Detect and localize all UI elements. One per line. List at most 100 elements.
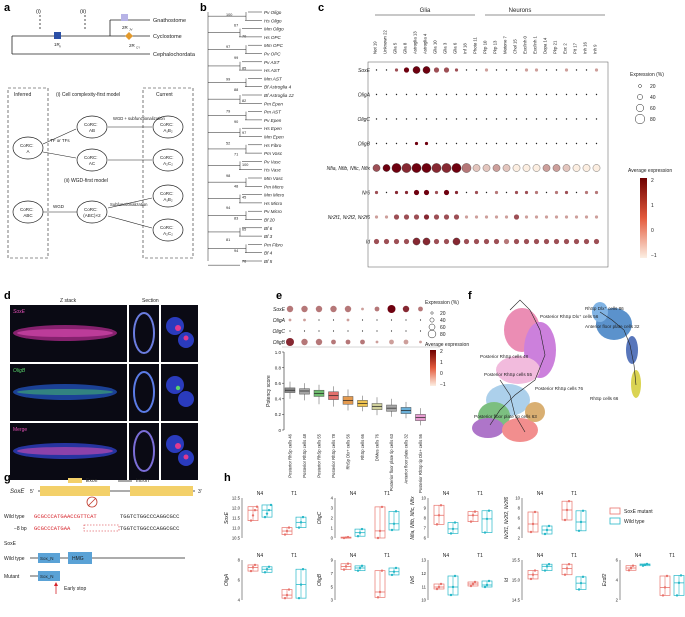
dotplot-dot bbox=[475, 93, 478, 96]
dotplot-dot bbox=[385, 191, 388, 194]
seq-wt-black: TGGTCTGGCCCAGGCGCC bbox=[120, 513, 180, 520]
e-dot bbox=[361, 330, 364, 332]
h-point bbox=[253, 508, 257, 512]
h-point bbox=[439, 582, 443, 586]
h-point bbox=[251, 514, 255, 517]
e-dot bbox=[315, 338, 323, 346]
corc-states: A AB AC A₁B₂ A₂C₂ ABC (ABC)×2 A₁B₂ A₂C₂ bbox=[23, 128, 173, 236]
legend-intron: Intron bbox=[136, 478, 149, 484]
h-point bbox=[435, 587, 439, 591]
h-stage-n4: N4 bbox=[257, 553, 264, 559]
dotplot-column-label: Astroglia 13 bbox=[413, 31, 418, 54]
h-gene-label: Id bbox=[504, 578, 510, 582]
svg-text:ABC: ABC bbox=[23, 213, 33, 218]
h-y-tick: 12 bbox=[421, 571, 426, 576]
dotplot-row-label: Nfia, Nfib, Nfic, Nfix bbox=[327, 166, 371, 172]
h-point bbox=[545, 565, 549, 568]
dotplot-dot bbox=[495, 118, 498, 120]
dotplot-dot bbox=[394, 190, 399, 195]
node-1r-marker bbox=[54, 32, 61, 39]
e-category-label: RhSp cells 66 bbox=[360, 433, 365, 460]
h-point bbox=[533, 569, 537, 572]
h-stage-t1: T1 bbox=[384, 553, 390, 559]
dotplot-dot bbox=[485, 118, 488, 120]
h-y-tick: 10 bbox=[421, 598, 426, 603]
dotplot-dot bbox=[441, 163, 452, 173]
h-point bbox=[285, 529, 289, 533]
h-gene-label: OligC bbox=[317, 511, 323, 524]
svg-text:CoRC:: CoRC: bbox=[84, 155, 98, 160]
dotplot-dot bbox=[502, 164, 511, 172]
bootstrap-value: 99 bbox=[234, 56, 238, 60]
tree-leaf: Pm Epen bbox=[264, 101, 283, 106]
dotplot-dot bbox=[431, 163, 442, 173]
h-box bbox=[659, 575, 671, 596]
bootstrap-value: 97 bbox=[226, 45, 230, 49]
tree-leaf: Pm Micro bbox=[264, 184, 284, 189]
dotplot-dot bbox=[584, 190, 589, 195]
tree-leaf: Bf Astroglia 12 bbox=[264, 93, 294, 98]
e-dot bbox=[375, 340, 379, 344]
h-point bbox=[563, 573, 567, 576]
e-dot bbox=[402, 305, 410, 313]
h-stage-t1: T1 bbox=[291, 553, 297, 559]
h-point bbox=[360, 564, 364, 568]
e-dot bbox=[360, 339, 365, 345]
e-box bbox=[299, 388, 310, 395]
dotplot-dot bbox=[483, 238, 490, 245]
tree-leaf: Mm Oligo bbox=[264, 27, 284, 32]
h-y-tick: 2 bbox=[331, 516, 334, 521]
e-category-label: RhSp Dlx+ cells 56 bbox=[346, 433, 351, 469]
svg-text:CoRC:: CoRC: bbox=[160, 155, 174, 160]
h-point bbox=[301, 515, 305, 519]
dotplot-dot bbox=[545, 191, 548, 194]
dotplot-dot bbox=[512, 164, 521, 172]
bootstrap-value: 85 bbox=[242, 67, 246, 71]
dotplot-dot bbox=[454, 68, 459, 72]
domain-sox-wt: Sox_N bbox=[40, 556, 54, 561]
panel-e-letter: e bbox=[276, 290, 283, 302]
h-y-tick: 8 bbox=[518, 506, 521, 511]
h-point bbox=[251, 566, 255, 569]
h-stage-t1: T1 bbox=[477, 491, 483, 497]
dotplot-dot bbox=[493, 238, 500, 245]
velocity-arrows bbox=[489, 299, 637, 433]
c-color-tick: 0 bbox=[651, 228, 654, 234]
dotplot-dot bbox=[372, 164, 381, 172]
e-y-tick: 0.6 bbox=[275, 381, 282, 386]
dotplot-dot bbox=[374, 215, 379, 219]
h-stage-n4: N4 bbox=[443, 553, 450, 559]
dotplot-dot bbox=[423, 214, 430, 220]
tree-leaf: Bf 6 bbox=[264, 226, 273, 231]
e-category-label: Posterior RhSp tip Dlx+ cells 56 bbox=[418, 433, 423, 493]
dotplot-dot bbox=[543, 238, 550, 245]
dotplot-column-label: Dopa 14 bbox=[543, 37, 548, 54]
h-point bbox=[629, 566, 633, 570]
h-stage-n4: N4 bbox=[350, 553, 357, 559]
h-point bbox=[358, 566, 362, 570]
h-point bbox=[473, 510, 477, 513]
dotplot-dot bbox=[515, 93, 518, 96]
dotplot-column-label: Inh 9 bbox=[593, 44, 598, 54]
dotplot-dot bbox=[474, 215, 479, 219]
node-1r-label: 1R bbox=[54, 42, 61, 47]
dotplot-dot bbox=[375, 69, 378, 71]
svg-text:CoRC:: CoRC: bbox=[160, 122, 174, 127]
dotplot-dot bbox=[503, 238, 510, 245]
svg-text:AB: AB bbox=[89, 128, 95, 133]
h-point bbox=[567, 500, 571, 503]
h-point bbox=[380, 569, 384, 572]
g-five-prime: 5′ bbox=[30, 489, 34, 495]
h-y-tick: 4 bbox=[238, 598, 241, 603]
dotplot-dot bbox=[453, 214, 460, 220]
node-1r-sub: V bbox=[59, 45, 61, 49]
dotplot-dot bbox=[513, 238, 520, 245]
e-dot bbox=[332, 319, 335, 321]
h-box bbox=[281, 589, 293, 599]
dotplot-column-label: Glia 5 bbox=[393, 42, 398, 54]
d-label-merge: Merge bbox=[13, 427, 27, 433]
dotplot-dot bbox=[475, 142, 478, 145]
h-point bbox=[663, 586, 667, 589]
legend-wild-type: Wild type bbox=[624, 519, 645, 525]
